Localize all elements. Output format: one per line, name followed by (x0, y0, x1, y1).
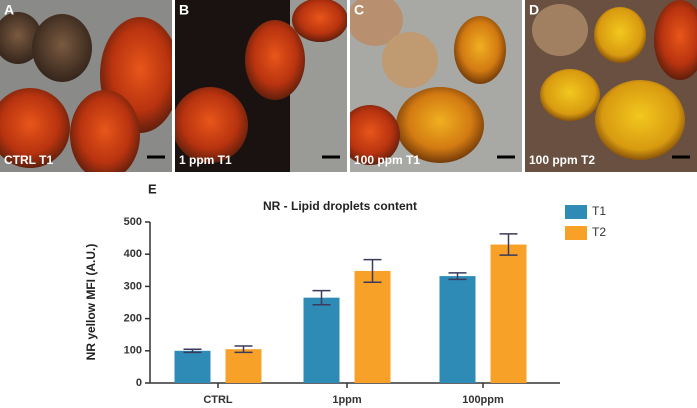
bar (439, 276, 476, 383)
x-tick-label: 1ppm (332, 394, 362, 406)
micrograph-d (525, 0, 697, 172)
panel-letter: D (529, 2, 539, 18)
legend-label: T1 (592, 204, 606, 218)
legend-label: T2 (592, 225, 606, 239)
bar (490, 244, 527, 383)
y-tick-label: 500 (124, 216, 142, 228)
panel-letter: A (4, 2, 14, 18)
bar (225, 349, 262, 383)
bar (174, 350, 211, 383)
panel-letter: C (354, 2, 364, 18)
panel-letter: E (148, 181, 157, 196)
panel-letter: B (179, 2, 189, 18)
bar (303, 297, 340, 383)
panel-labels: A CTRL T1 B 1 ppm T1 C 100 ppm T1 D 100 ppm T2 (4, 2, 690, 167)
panel-caption: 100 ppm T1 (354, 153, 420, 167)
panel-caption: 1 ppm T1 (179, 153, 232, 167)
y-tick-label: 200 (124, 313, 142, 325)
bar (354, 270, 391, 383)
bar-chart: E NR - Lipid droplets content NR yellow … (84, 181, 606, 405)
micrograph-c (350, 0, 522, 172)
legend-swatch (565, 226, 587, 240)
y-axis-label: NR yellow MFI (A.U.) (84, 244, 98, 361)
chart-title: NR - Lipid droplets content (263, 199, 417, 213)
legend-swatch (565, 205, 587, 219)
y-tick-label: 300 (124, 280, 142, 292)
x-tick-label: 100ppm (462, 394, 504, 406)
micrograph-a (0, 0, 172, 172)
x-tick-label: CTRL (203, 394, 233, 406)
y-tick-label: 0 (136, 377, 142, 389)
micrograph-b (175, 0, 347, 172)
panel-caption: 100 ppm T2 (529, 153, 595, 167)
y-tick-label: 400 (124, 248, 142, 260)
y-tick-label: 100 (124, 345, 142, 357)
panel-caption: CTRL T1 (4, 153, 53, 167)
